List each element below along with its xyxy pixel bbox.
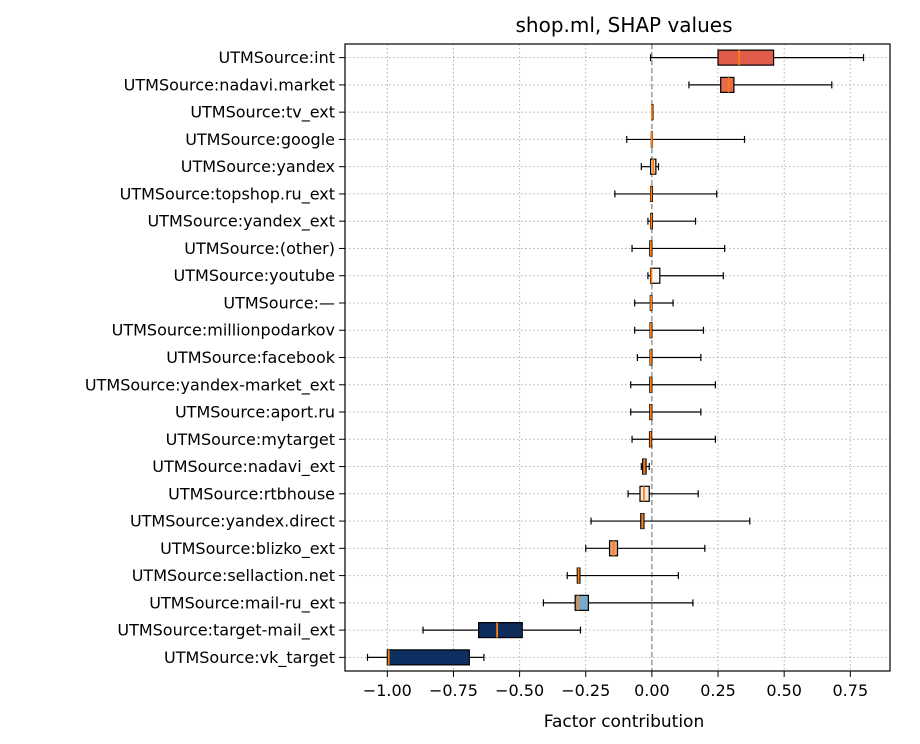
y-tick-label: UTMSource:aport.ru: [175, 403, 335, 422]
box-item: [640, 458, 650, 475]
box-item: [631, 431, 716, 448]
y-tick-label: UTMSource:rtbhouse: [168, 484, 335, 503]
box-item: [649, 49, 865, 66]
x-tick-label: 0.00: [634, 681, 670, 700]
y-tick-label: UTMSource:nadavi.market: [124, 75, 335, 94]
box-item: [688, 76, 833, 93]
box-item: [627, 485, 699, 502]
y-tick-label: UTMSource:(other): [184, 239, 335, 258]
box-item: [630, 403, 702, 421]
box-item: [647, 213, 697, 230]
box-item: [634, 294, 674, 312]
box-item: [566, 567, 679, 584]
y-tick-label: UTMSource:mail-ru_ext: [149, 593, 335, 613]
box-iqr: [478, 622, 523, 639]
box-item: [366, 649, 485, 666]
x-tick-label: 0.25: [700, 681, 736, 700]
y-tick-label: UTMSource:blizko_ext: [160, 539, 335, 559]
box-iqr: [717, 49, 775, 66]
box-iqr: [720, 76, 735, 93]
y-tick-label: UTMSource:yandex.direct: [130, 512, 335, 531]
y-tick-label: UTMSource:yandex-market_ext: [85, 375, 335, 395]
box-item: [634, 322, 705, 339]
y-tick-label: UTMSource:youtube: [174, 266, 335, 285]
box-item: [650, 104, 654, 121]
box-item: [640, 158, 660, 175]
y-tick-label: UTMSource:vk_target: [164, 648, 335, 668]
y-tick-label: UTMSource:nadavi_ext: [152, 457, 335, 477]
y-tick-label: UTMSource:sellaction.net: [132, 566, 335, 585]
box-item: [636, 349, 702, 366]
box-item: [626, 131, 746, 148]
x-tick-layer: −1.00 −0.75 −0.50 −0.25 0.00 0.25 0.50 0.75: [363, 671, 868, 700]
x-axis-label: Factor contribution: [544, 712, 704, 732]
y-tick-layer: UTMSource:int UTMSource:nadavi.market UTMS…: [85, 48, 345, 668]
box-item: [542, 594, 694, 611]
y-tick-label: UTMSource:yandex_ext: [147, 212, 335, 232]
box-iqr: [386, 649, 470, 666]
box-item: [630, 376, 716, 393]
y-tick-label: UTMSource:—: [223, 293, 335, 312]
y-tick-label: UTMSource:facebook: [166, 348, 335, 367]
y-tick-label: UTMSource:topshop.ru_ext: [120, 184, 335, 204]
x-tick-label: −0.50: [495, 681, 544, 700]
y-tick-label: UTMSource:mytarget: [166, 430, 335, 449]
grid-layer: [345, 44, 890, 671]
box-item: [585, 540, 706, 557]
box-item: [631, 240, 726, 257]
x-tick-label: −1.00: [363, 681, 412, 700]
chart-title: shop.ml, SHAP values: [515, 13, 732, 37]
y-tick-label: UTMSource:yandex: [181, 157, 335, 176]
x-tick-label: 0.50: [766, 681, 802, 700]
x-tick-label: 0.75: [833, 681, 869, 700]
box-item: [590, 512, 751, 530]
box-layer: [366, 49, 865, 666]
y-tick-label: UTMSource:millionpodarkov: [112, 321, 335, 340]
x-tick-label: −0.25: [561, 681, 610, 700]
x-tick-label: −0.75: [429, 681, 478, 700]
box-item: [647, 267, 724, 284]
box-item: [422, 622, 582, 639]
box-item: [614, 185, 718, 203]
y-tick-label: UTMSource:target-mail_ext: [117, 621, 335, 641]
y-tick-label: UTMSource:int: [219, 48, 336, 67]
y-tick-label: UTMSource:tv_ext: [190, 103, 335, 123]
y-tick-label: UTMSource:google: [185, 130, 335, 149]
